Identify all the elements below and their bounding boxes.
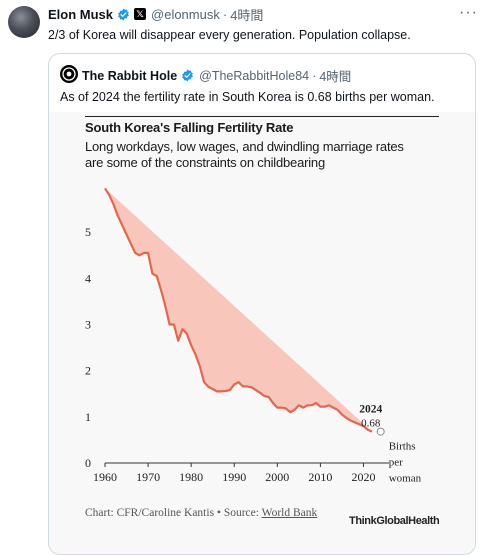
- y-tick-label: 3: [85, 318, 91, 332]
- quoted-author-handle[interactable]: @TheRabbitHole84: [199, 68, 310, 83]
- author-name[interactable]: Elon Musk: [48, 6, 114, 22]
- tweet-text: 2/3 of Korea will disappear every genera…: [48, 28, 411, 42]
- source-link[interactable]: World Bank: [261, 507, 318, 519]
- x-affiliate-icon[interactable]: 𝕏: [134, 8, 147, 20]
- x-tick-label: 2020: [351, 470, 375, 484]
- chart-top-rule: [85, 116, 439, 117]
- y-tick-label: 0: [85, 456, 91, 470]
- quoted-author-name[interactable]: The Rabbit Hole: [82, 68, 178, 83]
- x-tick-label: 1990: [222, 470, 246, 484]
- quoted-tweet-time[interactable]: 4時間: [319, 70, 352, 84]
- tweet-time[interactable]: 4時間: [230, 7, 264, 23]
- x-tick-label: 2000: [265, 470, 289, 484]
- y-tick-label: 5: [85, 225, 91, 239]
- verified-badge-icon[interactable]: [181, 69, 194, 82]
- rabbit-logo-icon: [62, 67, 76, 81]
- fertility-area: [105, 188, 373, 432]
- unit-label-line: woman: [389, 473, 422, 485]
- chart-source: Chart: CFR/Caroline Kantis • Source: Wor…: [85, 504, 345, 522]
- x-tick-label: 1960: [93, 470, 117, 484]
- quoted-author-avatar[interactable]: [60, 65, 78, 83]
- chart-subtitle: Long workdays, low wages, and dwindling …: [85, 139, 404, 170]
- x-tick-label: 1970: [136, 470, 160, 484]
- separator: ·: [222, 6, 228, 22]
- x-tick-label: 2010: [308, 470, 332, 484]
- brand-logo: ThinkGlobalHealth: [349, 515, 440, 527]
- more-icon[interactable]: ···: [459, 4, 478, 21]
- source-text: Chart: CFR/Caroline Kantis • Source:: [85, 507, 259, 519]
- author-handle[interactable]: @elonmusk: [151, 6, 220, 22]
- quoted-tweet[interactable]: The Rabbit Hole @TheRabbitHole84 · 4時間 A…: [48, 53, 476, 555]
- chart-title: South Korea's Falling Fertility Rate: [85, 120, 294, 135]
- annotation-value: 0.68: [361, 418, 381, 430]
- tweet-header: Elon Musk 𝕏 @elonmusk · 4時間: [48, 6, 264, 23]
- separator: ·: [312, 68, 317, 83]
- y-tick-label: 4: [85, 271, 91, 285]
- y-tick-label: 1: [85, 410, 91, 424]
- quoted-tweet-header: The Rabbit Hole @TheRabbitHole84 · 4時間: [82, 66, 351, 85]
- author-avatar[interactable]: [8, 6, 40, 38]
- fertility-area-chart: 0 1 2 3 4 5 1960 1970 1980 1990 2000 2010 2020 2024…: [85, 187, 422, 485]
- verified-badge-icon[interactable]: [117, 8, 130, 21]
- quoted-tweet-text: As of 2024 the fertility rate in South K…: [60, 90, 435, 104]
- fertility-line: [104, 187, 373, 433]
- endpoint-marker: [376, 427, 385, 436]
- x-tick-label: 1980: [179, 470, 203, 484]
- unit-label-line: per: [389, 457, 403, 469]
- annotation-year: 2024: [359, 404, 382, 416]
- y-tick-label: 2: [85, 364, 91, 378]
- unit-label-line: Births: [389, 441, 416, 453]
